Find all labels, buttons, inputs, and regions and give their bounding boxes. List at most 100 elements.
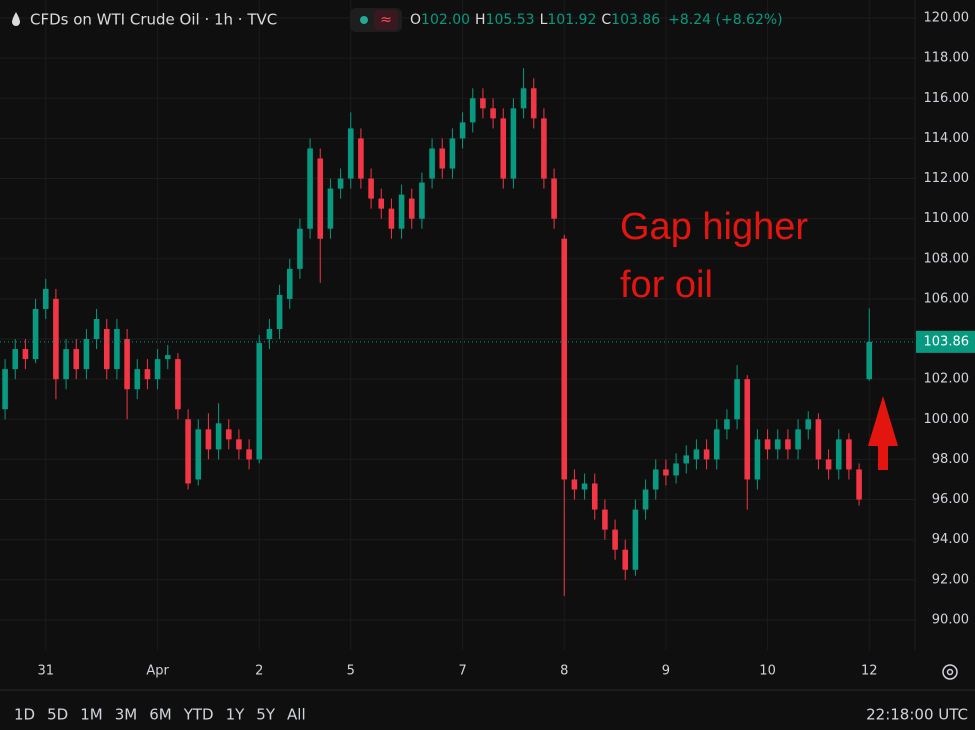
candle-body: [551, 178, 557, 219]
candle-body: [459, 122, 466, 139]
ohlc-key: L: [540, 12, 548, 28]
candle-body: [368, 178, 374, 199]
ohlc-values: O 102.00 H 105.53 L 101.92 C 103.86: [410, 12, 660, 28]
candle-body: [683, 455, 690, 464]
x-tick-label: 8: [560, 664, 568, 679]
grid: [0, 0, 915, 650]
candle-body: [520, 88, 527, 109]
y-tick-label: 114.00: [924, 131, 970, 146]
candle-body: [256, 343, 263, 460]
candle-body: [581, 483, 588, 490]
range-button[interactable]: 1D: [14, 706, 35, 724]
x-tick-label: 5: [347, 664, 355, 679]
y-tick-label: 118.00: [924, 51, 970, 66]
candle-body: [246, 449, 252, 460]
candle-body: [347, 128, 354, 179]
y-tick-label: 100.00: [924, 412, 970, 427]
candle-body: [164, 355, 171, 360]
candle-body: [724, 419, 730, 430]
y-tick-label: 96.00: [932, 492, 969, 507]
candle-body: [673, 463, 679, 476]
candle-body: [713, 429, 720, 460]
candle-body: [408, 198, 415, 219]
range-toolbar: 1D 5D 1M 3M 6M YTD 1Y 5Y All: [14, 706, 306, 724]
candle-body: [53, 298, 59, 380]
candle-body: [612, 529, 618, 550]
y-tick-label: 94.00: [932, 532, 969, 547]
y-tick-label: 108.00: [924, 251, 970, 266]
y-tick-label: 98.00: [932, 452, 969, 467]
candle-body: [114, 329, 120, 370]
candle-body: [185, 419, 191, 484]
y-tick-label: 110.00: [924, 211, 970, 226]
candle-body: [744, 379, 751, 480]
candle-body: [358, 138, 364, 179]
y-tick-label: 102.00: [924, 372, 970, 387]
candle-body: [652, 469, 659, 490]
candle-body: [236, 439, 242, 450]
candle-body: [510, 108, 517, 179]
candle-body: [561, 238, 568, 480]
candle-body: [388, 208, 395, 229]
candle-body: [144, 369, 151, 380]
candle-body: [307, 148, 313, 229]
candle-body: [12, 349, 19, 370]
y-tick-label: 116.00: [924, 91, 970, 106]
candle-body: [124, 339, 130, 390]
candle-body: [439, 148, 446, 169]
candle-body: [805, 419, 812, 430]
candle-body: [103, 329, 110, 370]
range-button[interactable]: 6M: [149, 706, 172, 724]
ohlc-value: 103.86: [611, 12, 660, 28]
candle-body: [774, 439, 781, 450]
candle-body: [429, 148, 435, 179]
candle-body: [785, 439, 791, 450]
candle-body: [632, 509, 639, 570]
change: +8.24 (+8.62%): [668, 12, 782, 28]
range-button[interactable]: 3M: [115, 706, 138, 724]
annotation-arrow: [868, 396, 898, 470]
candle-body: [449, 138, 456, 169]
x-tick-label: 12: [861, 664, 878, 679]
candle-body: [22, 349, 29, 360]
candle-body: [764, 439, 771, 450]
candle-body: [815, 419, 822, 460]
candle-body: [480, 98, 486, 109]
candle-body: [663, 469, 669, 476]
x-tick-label: 9: [662, 664, 670, 679]
x-tick-label: 10: [759, 664, 776, 679]
settings-icon-center: [946, 668, 954, 676]
candle-body: [398, 194, 405, 229]
ohlc-value: 105.53: [486, 12, 535, 28]
ohlc-key: H: [475, 12, 486, 28]
range-button[interactable]: 5D: [47, 706, 68, 724]
candle-body: [337, 178, 344, 189]
candle-body: [571, 479, 578, 490]
range-button[interactable]: 1Y: [226, 706, 246, 724]
y-tick-label: 112.00: [924, 171, 970, 186]
range-button[interactable]: YTD: [183, 706, 214, 724]
candle-body: [93, 318, 100, 340]
x-tick-label: 2: [255, 664, 263, 679]
candle-body: [83, 339, 90, 370]
candle-body: [327, 188, 334, 229]
settings-icon[interactable]: [942, 664, 958, 680]
symbol-icon: [12, 12, 20, 26]
candle-body: [276, 294, 283, 330]
ohlc-value: 102.00: [421, 12, 470, 28]
last-price-label: 103.86: [924, 334, 970, 349]
candle-body: [622, 549, 629, 570]
market-status: [360, 16, 368, 24]
candle-body: [317, 158, 324, 239]
range-button[interactable]: All: [287, 706, 306, 724]
candle-body: [856, 469, 862, 500]
range-button[interactable]: 1M: [80, 706, 103, 724]
range-button[interactable]: 5Y: [256, 706, 276, 724]
candle-body: [469, 98, 476, 123]
candles: [2, 68, 873, 596]
candle-body: [297, 228, 303, 269]
candle-body: [602, 509, 608, 530]
candle-body: [42, 288, 49, 309]
clock: 22:18:00 UTC: [866, 706, 968, 724]
